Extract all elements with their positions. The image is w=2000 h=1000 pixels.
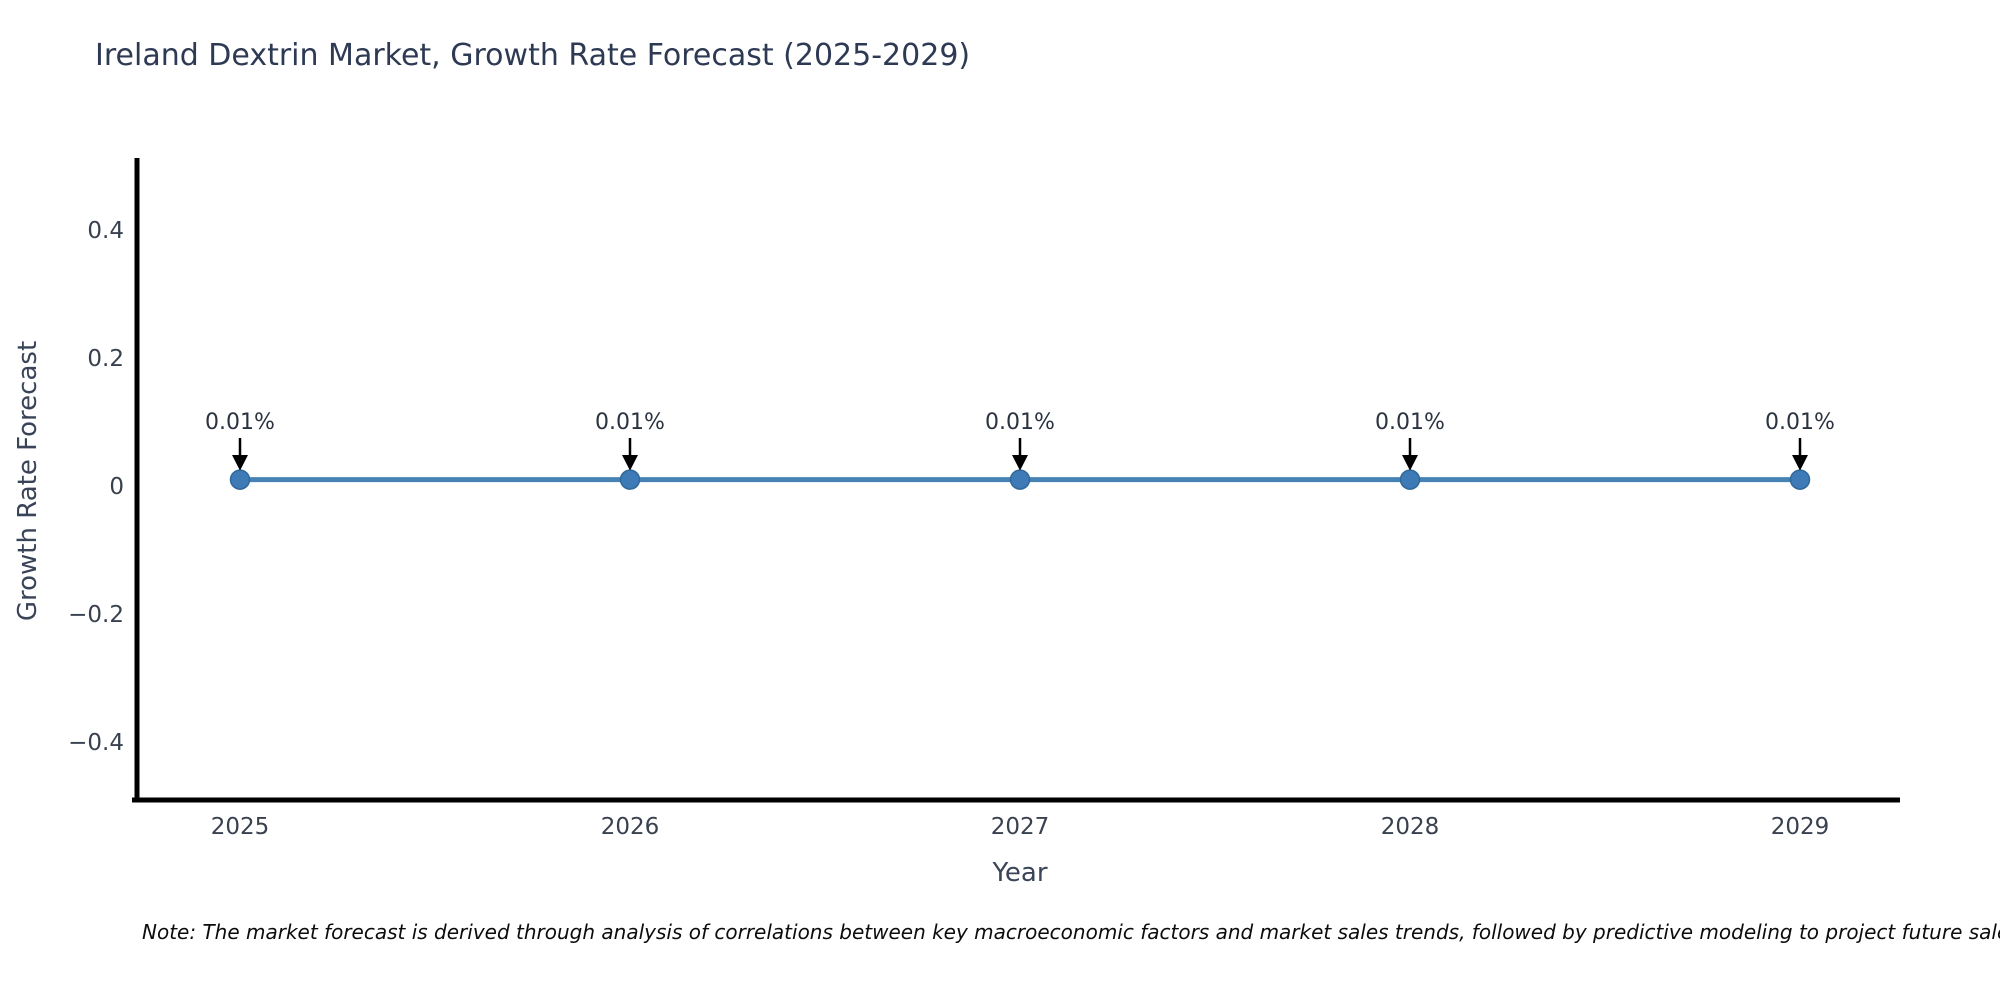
chart-title: Ireland Dextrin Market, Growth Rate Fore… xyxy=(95,38,971,73)
y-tick-label: 0.4 xyxy=(87,218,124,244)
x-tick-label: 2026 xyxy=(601,814,660,840)
y-tick-label: 0 xyxy=(109,474,124,500)
annotation-arrowhead xyxy=(232,455,248,471)
data-point-label: 0.01% xyxy=(1375,410,1445,435)
data-point-label: 0.01% xyxy=(1765,410,1835,435)
data-point-label: 0.01% xyxy=(205,410,275,435)
annotation-arrowhead xyxy=(1012,455,1028,471)
x-axis-label: Year xyxy=(992,858,1048,888)
annotation-arrowhead xyxy=(1402,455,1418,471)
y-tick-label: −0.4 xyxy=(68,730,124,756)
x-tick-label: 2029 xyxy=(1771,814,1830,840)
data-point-marker xyxy=(229,469,251,490)
x-tick-label: 2027 xyxy=(991,814,1050,840)
annotation-arrowhead xyxy=(622,455,638,471)
y-tick-label: −0.2 xyxy=(68,602,124,628)
data-point-marker xyxy=(1789,469,1811,490)
y-axis-spine xyxy=(134,158,140,803)
data-point-marker xyxy=(1009,469,1031,490)
x-axis-spine xyxy=(132,797,1900,803)
data-point-marker xyxy=(619,469,641,490)
footnote: Note: The market forecast is derived thr… xyxy=(142,920,2000,944)
data-point-label: 0.01% xyxy=(595,410,665,435)
y-tick-label: 0.2 xyxy=(87,346,124,372)
data-point-marker xyxy=(1399,469,1421,490)
annotation-arrowhead xyxy=(1792,455,1808,471)
x-tick-label: 2025 xyxy=(211,814,270,840)
data-point-label: 0.01% xyxy=(985,410,1055,435)
x-tick-label: 2028 xyxy=(1381,814,1440,840)
